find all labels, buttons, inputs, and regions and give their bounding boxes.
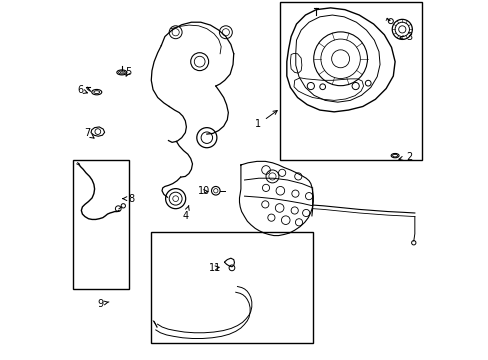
Bar <box>279 3 421 160</box>
Text: 6: 6 <box>77 85 87 95</box>
Text: 2: 2 <box>398 152 412 162</box>
Text: 7: 7 <box>84 129 94 138</box>
Text: 10: 10 <box>198 186 210 197</box>
Text: 11: 11 <box>208 263 221 273</box>
Text: 3: 3 <box>399 32 412 41</box>
Bar <box>73 160 129 289</box>
Text: 5: 5 <box>124 67 131 77</box>
Text: 9: 9 <box>97 299 109 309</box>
Text: 1: 1 <box>255 111 277 129</box>
Text: 8: 8 <box>122 194 134 204</box>
Bar <box>150 232 313 343</box>
Text: 4: 4 <box>182 206 189 221</box>
